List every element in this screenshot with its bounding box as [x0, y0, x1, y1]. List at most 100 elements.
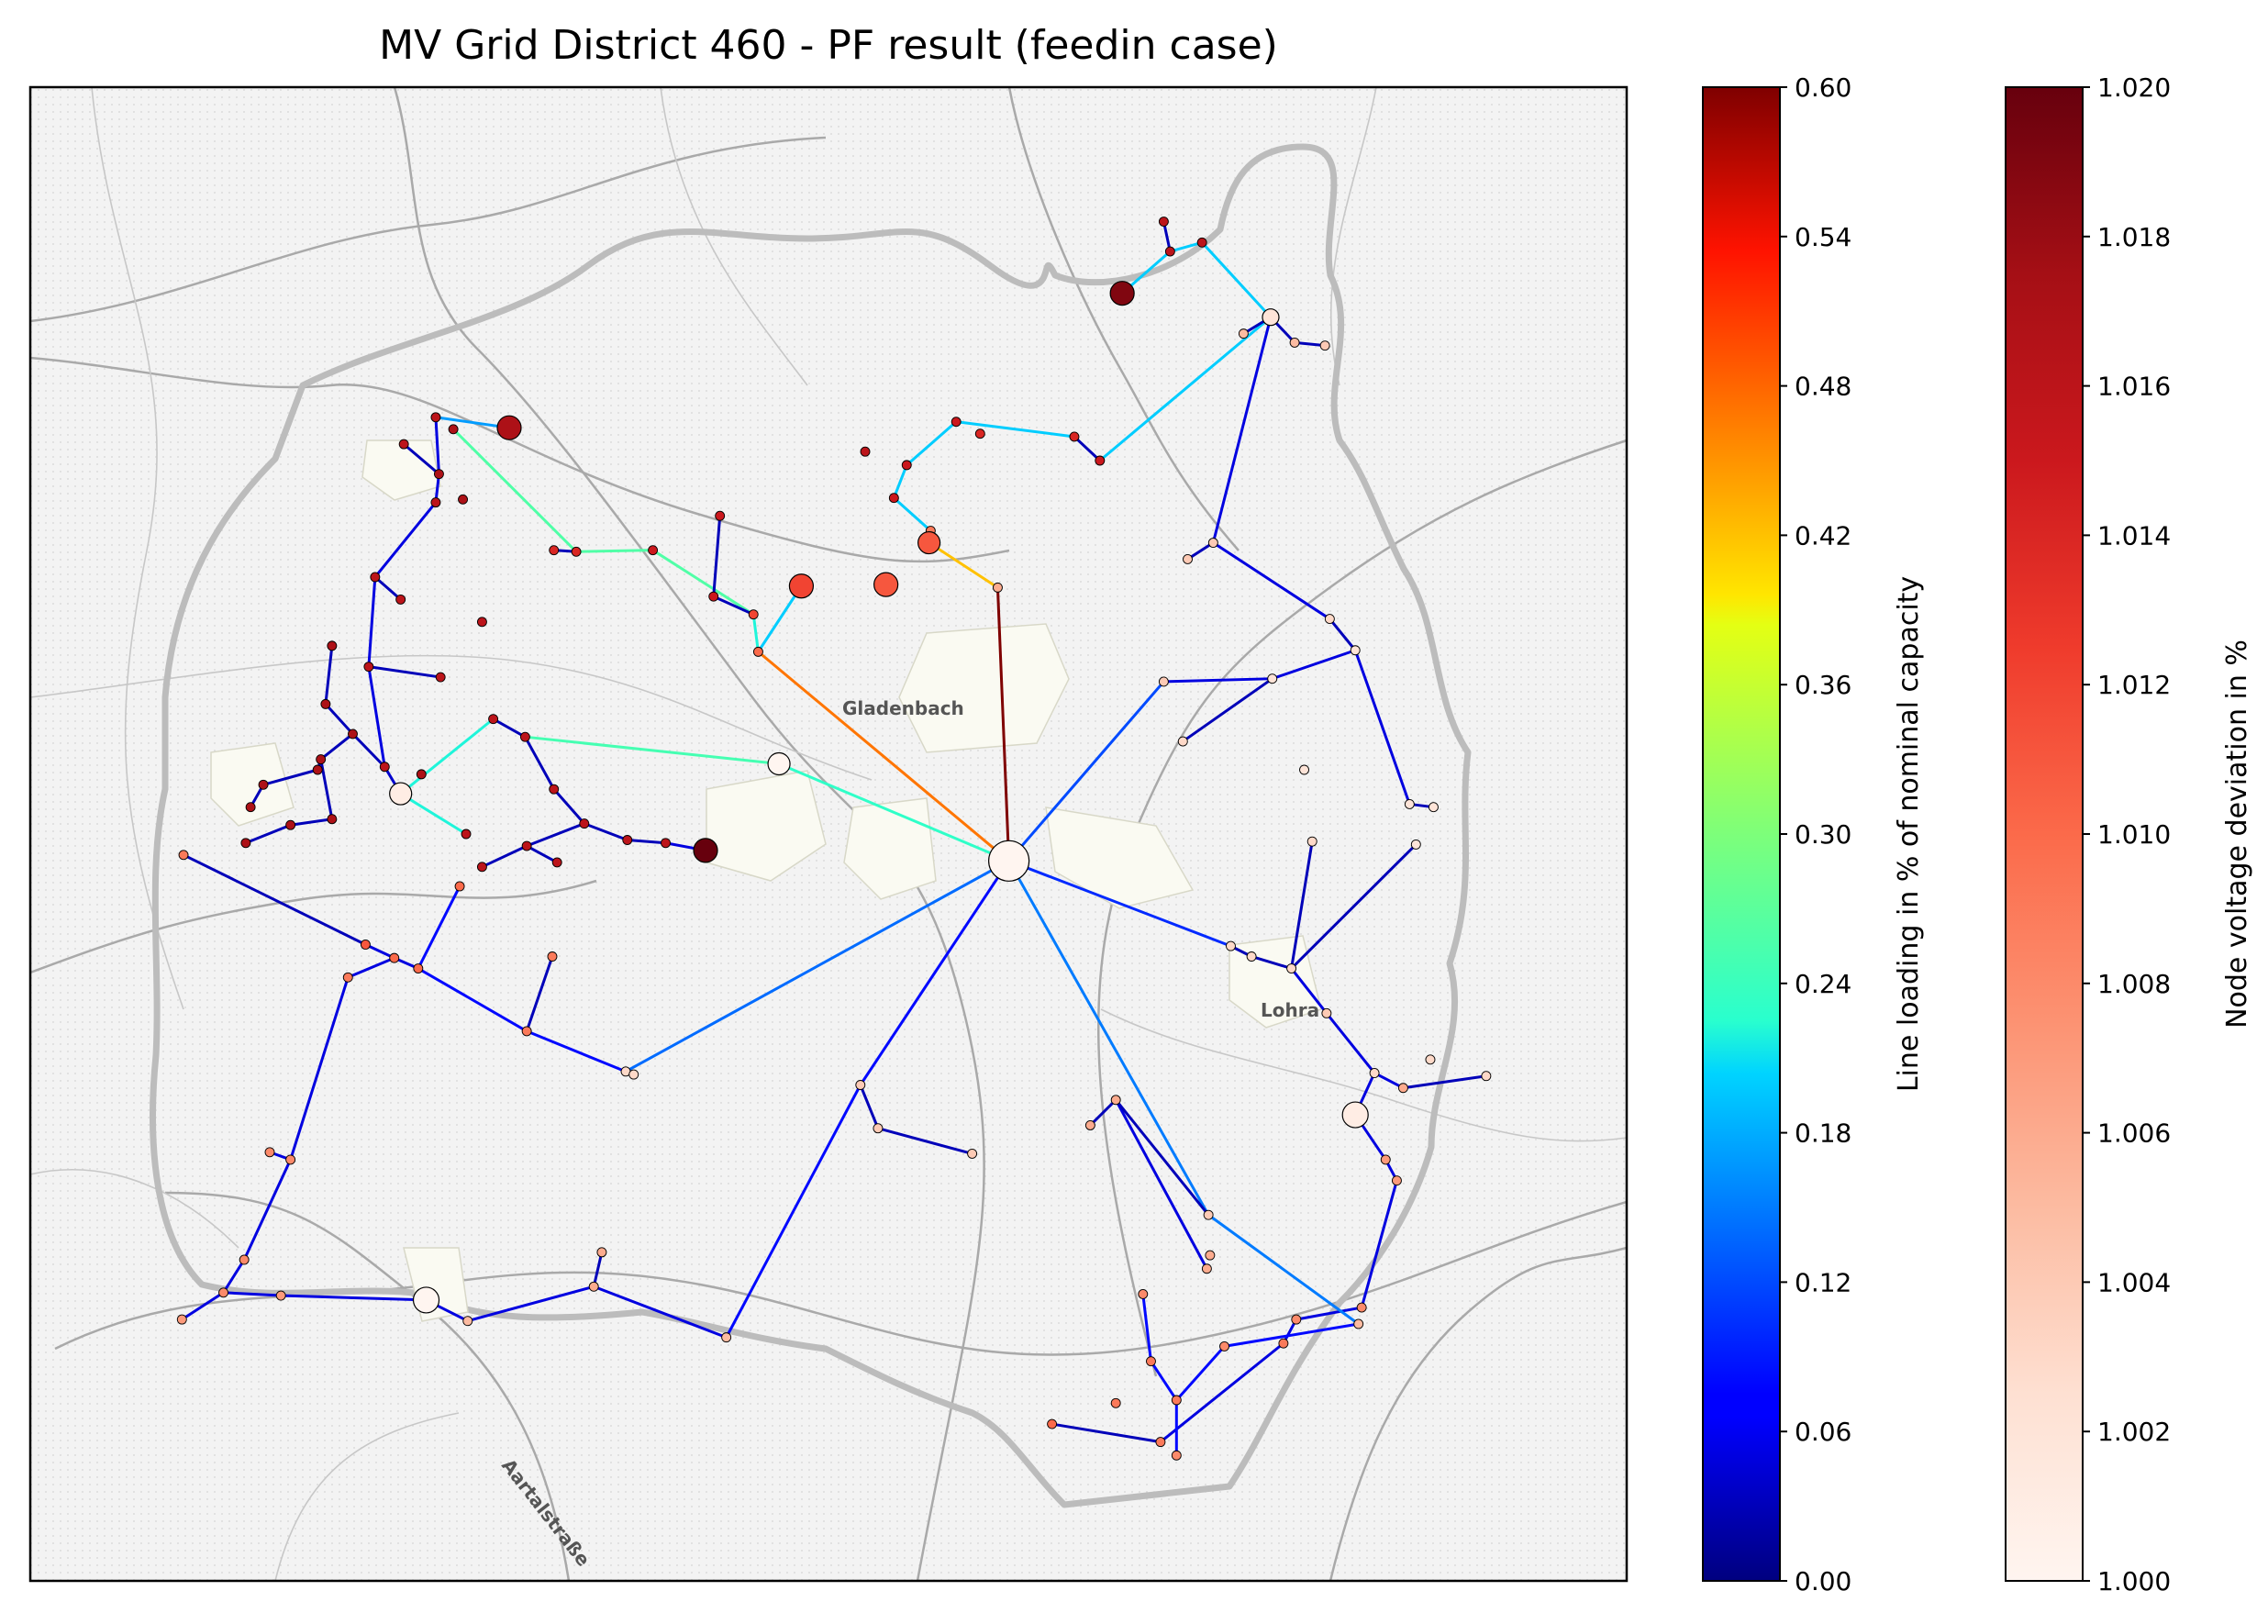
grid-line-e3-e2	[1169, 240, 1203, 253]
grid-node-k1	[855, 1080, 866, 1090]
grid-line-j7-j6	[1175, 1345, 1226, 1402]
grid-line-a5-a4	[373, 501, 438, 578]
grid-node-j2	[1205, 1250, 1216, 1261]
grid-node-j7	[1219, 1340, 1229, 1351]
grid-line-d1-d4	[906, 420, 958, 467]
plot-area: Gladenbach Lohra Aartalstraße	[30, 87, 1627, 1581]
grid-node-m15	[628, 1069, 639, 1080]
grid-line-h2-h3	[1251, 955, 1293, 970]
grid-node-a6	[363, 662, 374, 673]
grid-node-f6	[1158, 676, 1169, 687]
grid-line-j1-j11	[1114, 1099, 1208, 1270]
grid-line-c3-c4	[751, 614, 760, 652]
grid-line-n1-b9	[525, 735, 780, 765]
grid-node-c2	[708, 591, 719, 602]
grid-node-c4	[752, 646, 763, 657]
grid-line-j5-j3	[1141, 1294, 1152, 1362]
grid-node-j3	[1138, 1288, 1149, 1299]
grid-node-h4	[1306, 836, 1317, 847]
nodes-layer	[176, 217, 1492, 1461]
grid-node-a16	[240, 838, 251, 849]
grid-line-m8-m11	[183, 853, 367, 946]
grid-node-f4	[1350, 645, 1361, 656]
node-voltage-tick-label: 1.002	[2097, 1417, 2171, 1447]
grid-node-m16	[454, 881, 465, 892]
line-loading-tick-label: 0.00	[1795, 1566, 1851, 1596]
grid-node-b9	[519, 731, 530, 742]
line-loading-tick-label: 0.54	[1795, 222, 1851, 252]
grid-node-b3	[476, 862, 487, 873]
line-loading-tick-label: 0.60	[1795, 72, 1851, 103]
grid-node-f2	[1183, 553, 1193, 564]
grid-node-h9	[1425, 1054, 1436, 1065]
grid-line-m14-m12	[526, 1029, 627, 1073]
grid-node-d1	[901, 460, 912, 471]
grid-node-a11	[320, 698, 331, 709]
grid-line-b1-b5	[552, 788, 585, 825]
line-loading-colorbar-label: Line loading in % of nominal capacity	[1893, 576, 1925, 1092]
grid-node-j8	[1047, 1418, 1058, 1429]
grid-node-k6	[596, 1247, 607, 1258]
grid-line-c4-g3	[757, 584, 803, 653]
grid-line-h3-h4	[1290, 840, 1314, 969]
grid-line-m7-m6	[289, 976, 350, 1161]
grid-node-e4	[1238, 328, 1249, 339]
grid-line-m10-m16	[417, 885, 461, 970]
grid-node-g2	[1109, 281, 1135, 306]
grid-node-f1	[1207, 538, 1218, 548]
grid-node-e3	[1196, 237, 1207, 248]
line-loading-tick-label: 0.36	[1795, 670, 1851, 700]
grid-line-k1-k2	[859, 1084, 880, 1129]
settlement-areas	[210, 439, 1322, 1322]
grid-line-h13-h14	[1295, 1306, 1362, 1321]
grid-line-f4-f5	[1272, 649, 1356, 681]
grid-node-a18	[416, 769, 427, 780]
grid-line-j13-h16	[1207, 1213, 1360, 1326]
grid-line-b2-b3	[481, 844, 528, 869]
grid-node-a21	[395, 594, 406, 605]
grid-line-m2-m4	[223, 1291, 282, 1297]
grid-node-m8	[360, 940, 371, 950]
grid-line-a15-a16	[245, 823, 292, 845]
grid-node-d5	[974, 428, 985, 439]
grid-line-m12-m10	[417, 967, 528, 1033]
grid-line-b2-b4	[526, 844, 558, 864]
node-voltage-tick-label: 1.014	[2097, 520, 2171, 551]
grid-node-c5	[715, 510, 726, 521]
grid-line-n5-f1	[1211, 317, 1273, 543]
grid-node-g3	[788, 573, 815, 599]
grid-node-a22	[435, 672, 446, 683]
grid-line-hv-k1	[859, 860, 1010, 1086]
grid-node-f10	[1429, 802, 1439, 813]
chart-title: MV Grid District 460 - PF result (feedin…	[379, 22, 1278, 69]
grid-node-a13	[327, 814, 338, 825]
grid-node-j11	[1110, 1095, 1121, 1106]
node-voltage-colorbar: 1.000 1.002 1.004 1.006 1.008 1.010 1.012 1.014…	[2005, 72, 2253, 1596]
grid-line-e2-e1	[1162, 221, 1172, 252]
grid-line-j9-j8	[1051, 1422, 1162, 1444]
grid-node-a8	[379, 762, 390, 773]
grid-node-d4	[951, 417, 962, 428]
grid-node-j1	[1201, 1263, 1212, 1274]
grid-node-b4	[551, 857, 562, 868]
grid-node-a19	[458, 494, 468, 505]
grid-line-a17-a12	[319, 732, 354, 761]
grid-node-d7	[1095, 455, 1106, 466]
node-voltage-colorbar-label: Node voltage deviation in %	[2221, 640, 2253, 1029]
grid-line-b5-b6	[584, 822, 628, 841]
grid-line-b9-b1	[524, 736, 556, 790]
grid-line-a8-a6	[367, 666, 386, 767]
grid-line-a2-a3	[403, 442, 440, 475]
grid-node-c3	[748, 609, 759, 620]
grid-line-c2-c5	[712, 516, 722, 597]
grid-line-n2-b10	[399, 792, 467, 836]
line-loading-colorbar: 0.00 0.06 0.12 0.18 0.24 0.30 0.36 0.42 0.48 0.54…	[1702, 72, 1925, 1596]
node-voltage-tick-label: 1.020	[2097, 72, 2171, 103]
grid-line-k1-k4	[725, 1084, 862, 1339]
plot-frame	[28, 85, 1629, 1583]
grid-line-a17-a11	[324, 703, 354, 735]
grid-node-f5	[1267, 673, 1278, 684]
grid-node-n1	[767, 751, 791, 776]
grid-line-d2-d1	[892, 464, 908, 499]
grid-node-b7	[661, 838, 671, 849]
